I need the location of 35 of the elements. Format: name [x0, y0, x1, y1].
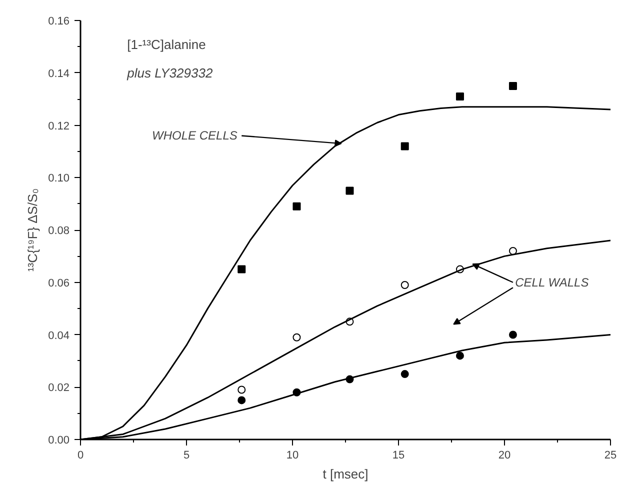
x-tick-label: 20	[498, 450, 511, 462]
y-tick-label: 0.14	[48, 68, 70, 80]
annotation: [1-¹³C]alanine	[127, 36, 206, 52]
point	[400, 281, 409, 289]
x-tick-label: 5	[183, 450, 190, 462]
point	[400, 370, 409, 378]
y-tick-label: 0.10	[48, 172, 70, 185]
y-tick-label: 0.00	[48, 434, 70, 446]
point	[238, 386, 246, 394]
annotation: CELL WALLS	[515, 275, 589, 290]
y-tick-label: 0.02	[48, 382, 70, 394]
y-tick-label: 0.12	[48, 120, 70, 132]
point	[346, 186, 354, 195]
y-tick-label: 0.06	[48, 277, 70, 290]
point	[508, 82, 517, 90]
point	[508, 330, 517, 339]
point	[238, 265, 246, 274]
point	[400, 142, 409, 150]
point	[508, 246, 517, 255]
x-tick-label: 10	[286, 450, 299, 462]
point	[456, 352, 464, 360]
y-tick-label: 0.04	[48, 330, 70, 342]
annotation: WHOLE CELLS	[152, 128, 238, 143]
point	[292, 333, 301, 342]
point	[456, 92, 464, 100]
annotation: plus LY329332	[126, 66, 214, 81]
point	[292, 202, 301, 210]
x-tick-label: 0	[77, 450, 84, 462]
x-axis-title: t [msec]	[322, 466, 368, 482]
point	[238, 396, 246, 404]
x-tick-label: 25	[604, 450, 617, 462]
y-axis-title: ¹³C{¹⁹F} ΔS/S₀	[25, 188, 40, 272]
x-tick-label: 15	[392, 450, 405, 462]
y-tick-label: 0.08	[48, 225, 70, 237]
y-tick-label: 0.16	[48, 16, 70, 28]
